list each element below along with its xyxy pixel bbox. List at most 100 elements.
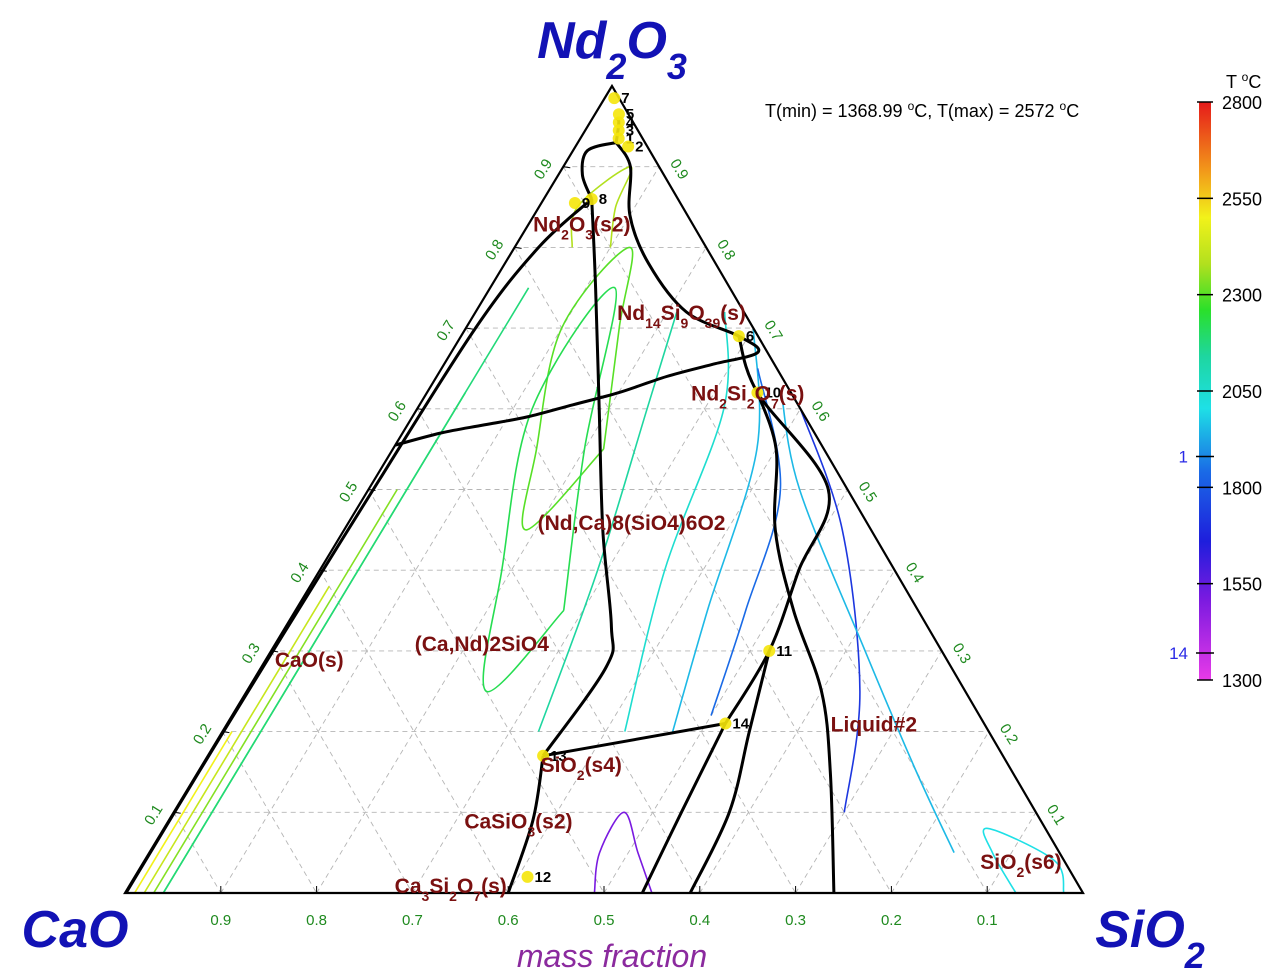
phase-boundary-line — [640, 722, 727, 894]
invariant-point-label: 13 — [550, 748, 567, 765]
phase-boundary-line — [688, 650, 771, 894]
invariant-point-label: 12 — [535, 869, 552, 886]
side-tick-label: 0.7 — [433, 317, 458, 344]
legend-tick-label: 2800 — [1222, 93, 1262, 113]
right-side-tick-label: 0.6 — [807, 398, 832, 425]
tmin-tmax-annotation: T(min) = 1368.99 oC, T(max) = 2572 oC — [765, 99, 1079, 121]
side-tick-mark — [368, 489, 376, 491]
legend-tick-label: 2300 — [1222, 286, 1262, 306]
isotherm-lines — [133, 165, 1065, 894]
isotherm-line — [624, 311, 730, 732]
grid-line-sio2 — [603, 489, 848, 894]
invariant-point-label: 14 — [732, 716, 749, 733]
axis-title-mass-fraction: mass fraction — [517, 938, 707, 973]
invariant-point-marker — [751, 386, 764, 399]
isotherm-line — [133, 731, 233, 894]
temperature-legend: T oC 2800 2550 2300 2050 1800 1550 1300 1 14 — [1169, 70, 1262, 691]
side-tick-label: 0.2 — [190, 721, 215, 748]
legend-tick-label: 1800 — [1222, 478, 1262, 498]
side-tick-mark — [563, 166, 571, 169]
side-tick-label: 0.8 — [482, 237, 507, 264]
phase-boundary-line — [506, 755, 545, 894]
side-tick-label: 0.9 — [531, 156, 556, 183]
grid-line-cao — [416, 408, 701, 894]
side-tick-label: 0.5 — [336, 479, 361, 506]
invariant-point-marker — [537, 749, 550, 762]
side-tick-mark — [319, 569, 327, 572]
invariant-point-label: 10 — [764, 385, 781, 402]
right-side-tick-label: 0.1 — [1043, 802, 1068, 829]
invariant-point-marker — [521, 870, 534, 883]
isotherm-line — [982, 827, 1065, 894]
side-tick-mark — [271, 650, 279, 653]
isotherm-line — [537, 311, 678, 732]
side-tick-mark — [417, 408, 425, 411]
invariant-point-marker — [568, 197, 581, 210]
legend-title: T oC — [1226, 70, 1261, 92]
grid-line-sio2 — [412, 327, 754, 894]
isotherm-line — [162, 287, 530, 894]
phase-label-cand-silicate: (Ca,Nd)2SiO4 — [415, 633, 550, 656]
invariant-point-marker — [585, 192, 598, 205]
vertex-label-cao: CaO — [22, 901, 129, 959]
phase-label-sio2-s4: SiO2(s4) — [541, 754, 622, 783]
phase-label-ca3si2o7: Ca3Si2O7(s) — [395, 875, 507, 904]
grid-line-cao — [270, 650, 413, 894]
invariant-point-label: 4 — [626, 114, 635, 131]
base-tick-label: 0.9 — [210, 912, 231, 929]
phase-boundary-line — [756, 392, 836, 894]
phase-label-cao-s: CaO(s) — [275, 649, 344, 672]
phase-label-casio3-s2: CaSiO3(s2) — [464, 810, 572, 839]
phase-boundary-line — [541, 198, 615, 757]
isotherm-line — [671, 328, 761, 732]
isotherm-line — [143, 585, 330, 894]
phase-label-nd2o3-s2: Nd2O3(s2) — [533, 213, 630, 242]
invariant-point-marker — [763, 644, 776, 657]
side-tick-label: 0.1 — [141, 802, 166, 829]
legend-marker-label: 14 — [1169, 644, 1188, 663]
invariant-point-label: 7 — [621, 90, 629, 107]
base-tick-label: 0.4 — [689, 912, 710, 929]
base-tick-label: 0.8 — [306, 912, 327, 929]
legend-marker-label: 1 — [1179, 448, 1188, 467]
right-side-tick-label: 0.5 — [855, 479, 880, 506]
phase-label-nd14si9o39: Nd14Si9O39(s) — [617, 302, 746, 331]
side-tick-label: 0.3 — [239, 640, 264, 667]
right-side-tick-label: 0.7 — [760, 317, 785, 344]
grid-line-cao — [514, 247, 892, 894]
right-side-tick-label: 0.2 — [996, 721, 1021, 748]
phase-boundary-line — [124, 197, 593, 894]
mass-fraction-grid — [173, 166, 1037, 894]
grid-line-cao — [222, 731, 317, 894]
isotherm-line — [780, 392, 955, 853]
legend-tick-label: 2050 — [1222, 382, 1262, 402]
side-tick-mark — [514, 246, 522, 249]
side-tick-mark — [465, 327, 473, 330]
right-side-tick-label: 0.3 — [949, 640, 974, 667]
side-tick-mark — [173, 811, 181, 814]
legend-tick-labels: 2800 2550 2300 2050 1800 1550 1300 — [1197, 93, 1262, 691]
base-tick-label: 0.7 — [402, 912, 423, 929]
invariant-point-label: 2 — [635, 139, 643, 156]
isotherm-line — [799, 408, 861, 813]
base-tick-label: 0.1 — [977, 912, 998, 929]
base-tick-label: 0.5 — [594, 912, 615, 929]
invariant-point-label: 9 — [582, 195, 590, 212]
legend-tick-label: 1550 — [1222, 575, 1262, 595]
invariant-point-label: 6 — [746, 328, 754, 345]
isotherm-line — [153, 489, 398, 894]
phase-boundary-line — [394, 141, 761, 447]
vertex-label-nd2o3: Nd2O3 — [537, 12, 687, 87]
base-tick-label: 0.6 — [498, 912, 519, 929]
side-tick-label: 0.6 — [385, 398, 410, 425]
invariant-point-marker — [608, 92, 621, 105]
right-side-tick-label: 0.9 — [666, 156, 691, 183]
invariant-point-label: 5 — [626, 106, 634, 123]
phase-label-liquid2: Liquid#2 — [831, 714, 917, 737]
phase-label-ndca-apatite: (Nd,Ca)8(SiO4)6O2 — [538, 512, 726, 535]
invariant-point-label: 11 — [776, 643, 792, 660]
invariant-point-marker — [732, 330, 745, 343]
grid-line-sio2 — [891, 731, 990, 894]
